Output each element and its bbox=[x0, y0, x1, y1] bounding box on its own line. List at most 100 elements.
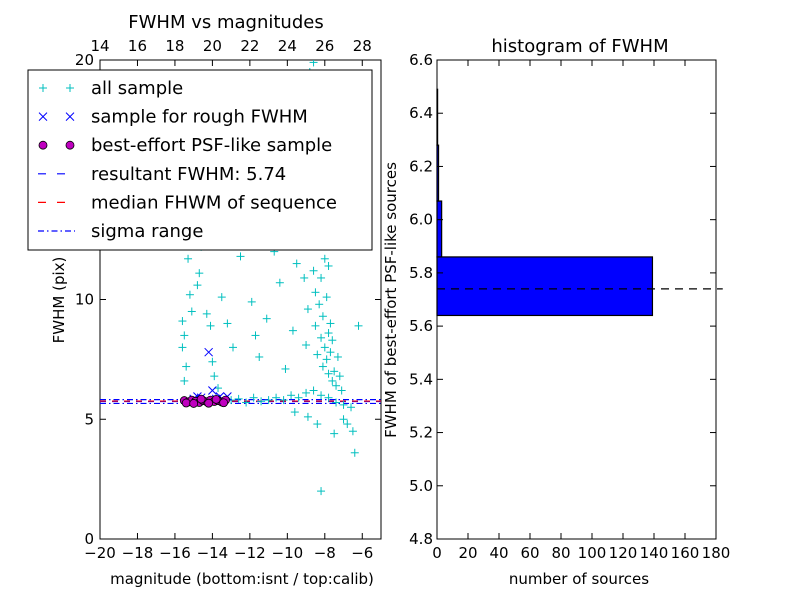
data-point bbox=[290, 408, 299, 417]
data-point bbox=[178, 343, 187, 352]
histogram-panel: 0 20 40 60 80 100 120 140 160 180 4.8 5.0 5.2 5.4 5.6 5… bbox=[382, 36, 730, 588]
scatter-y-axis-label: FWHM (pix) bbox=[50, 257, 68, 344]
scatter-title: FWHM vs magnitudes bbox=[128, 12, 323, 33]
data-point bbox=[279, 396, 288, 405]
top-tick-label: 24 bbox=[278, 37, 297, 55]
data-point bbox=[264, 396, 273, 405]
histogram-bar bbox=[436, 200, 443, 258]
data-point bbox=[335, 372, 344, 381]
data-point bbox=[184, 254, 193, 263]
data-point bbox=[208, 357, 217, 366]
data-point bbox=[311, 321, 320, 330]
data-point bbox=[292, 259, 301, 268]
data-point-mark-b bbox=[208, 386, 217, 395]
data-point bbox=[313, 350, 322, 359]
data-point bbox=[180, 376, 189, 385]
scatter-legend: all sample sample for rough FWHM best-effo… bbox=[27, 69, 373, 251]
data-point bbox=[311, 288, 320, 297]
y-tick-label: 6.2 bbox=[409, 157, 433, 175]
data-point-mark bbox=[219, 398, 229, 408]
legend-marker bbox=[38, 140, 48, 150]
legend-marker bbox=[65, 140, 75, 150]
data-point bbox=[317, 391, 326, 400]
data-point bbox=[347, 403, 356, 412]
x-tick-label: −12 bbox=[234, 544, 266, 562]
y-tick-label: 5.2 bbox=[409, 424, 433, 442]
data-point bbox=[333, 352, 342, 361]
histogram-ticks: 0 20 40 60 80 100 120 140 160 180 4.8 5.0 5.2 5.4 5.6 5… bbox=[409, 51, 730, 562]
y-tick-label: 6.0 bbox=[409, 211, 433, 229]
y-tick-label: 5.8 bbox=[409, 264, 433, 282]
data-point bbox=[339, 400, 348, 409]
x-tick-label: 140 bbox=[640, 544, 669, 562]
data-point bbox=[272, 393, 281, 402]
top-tick-label: 28 bbox=[353, 37, 372, 55]
data-point bbox=[313, 420, 322, 429]
data-point bbox=[320, 254, 329, 263]
data-point bbox=[330, 429, 339, 438]
data-point bbox=[309, 386, 318, 395]
data-point bbox=[294, 393, 303, 402]
data-point bbox=[204, 398, 214, 408]
data-point bbox=[322, 355, 331, 364]
data-point bbox=[182, 362, 191, 371]
data-point bbox=[300, 273, 309, 282]
scatter-panel: −20 −18 −16 −14 −12 −10 −8 −6 0 5 10 14 16 18 20 22 24 26… bbox=[27, 12, 382, 588]
legend-label: resultant FWHM: 5.74 bbox=[91, 164, 286, 185]
top-tick-label: 26 bbox=[315, 37, 334, 55]
data-point bbox=[315, 300, 324, 309]
data-point bbox=[178, 317, 187, 326]
data-point bbox=[318, 312, 327, 321]
x-tick-label: 180 bbox=[702, 544, 731, 562]
legend-label: best-effort PSF-like sample bbox=[91, 135, 332, 156]
data-point bbox=[324, 261, 333, 270]
data-point bbox=[324, 369, 333, 378]
top-tick-label: 14 bbox=[90, 37, 109, 55]
y-tick-label: 20 bbox=[75, 51, 94, 69]
histogram-title: histogram of FWHM bbox=[491, 36, 668, 57]
data-point bbox=[187, 307, 196, 316]
scatter-x-axis-label: magnitude (bottom:isnt / top:calib) bbox=[110, 570, 374, 588]
data-point bbox=[196, 394, 206, 404]
data-point bbox=[195, 269, 204, 278]
data-point bbox=[189, 399, 199, 408]
data-point bbox=[202, 309, 211, 318]
x-tick-label: −8 bbox=[314, 544, 336, 562]
data-point bbox=[339, 415, 348, 424]
y-tick-label: 6.6 bbox=[409, 51, 433, 69]
legend-marker-b bbox=[38, 112, 48, 121]
data-point bbox=[303, 305, 312, 314]
y-tick-label: 5.0 bbox=[409, 477, 433, 495]
data-point bbox=[354, 321, 363, 330]
x-tick-label: 80 bbox=[551, 544, 570, 562]
y-tick-label: 4.8 bbox=[409, 530, 433, 548]
y-tick-label: 6.4 bbox=[409, 104, 433, 122]
data-point bbox=[229, 343, 238, 352]
data-point bbox=[185, 290, 194, 299]
legend-label: all sample bbox=[91, 78, 183, 99]
legend-box bbox=[27, 69, 373, 251]
data-point bbox=[332, 398, 341, 407]
y-tick-label: 10 bbox=[75, 291, 94, 309]
data-point bbox=[337, 386, 346, 395]
data-point bbox=[324, 393, 333, 402]
data-point bbox=[302, 388, 311, 397]
data-point bbox=[193, 281, 202, 290]
data-point bbox=[324, 329, 333, 338]
data-point bbox=[330, 367, 339, 376]
x-tick-label: −20 bbox=[84, 544, 116, 562]
data-point-mark-b bbox=[204, 347, 214, 357]
data-point bbox=[350, 448, 359, 457]
data-point bbox=[247, 297, 256, 306]
histogram-plot-area bbox=[436, 59, 723, 540]
data-point-mark bbox=[211, 394, 221, 404]
x-tick-label: −14 bbox=[197, 544, 229, 562]
data-point bbox=[257, 397, 266, 406]
x-tick-label: 120 bbox=[609, 544, 638, 562]
x-tick-label: 20 bbox=[458, 544, 477, 562]
data-point bbox=[317, 487, 326, 496]
data-point bbox=[309, 60, 318, 67]
data-point bbox=[343, 420, 352, 429]
legend-entry: median FHWM of sequence bbox=[38, 192, 337, 213]
data-point bbox=[236, 252, 245, 261]
